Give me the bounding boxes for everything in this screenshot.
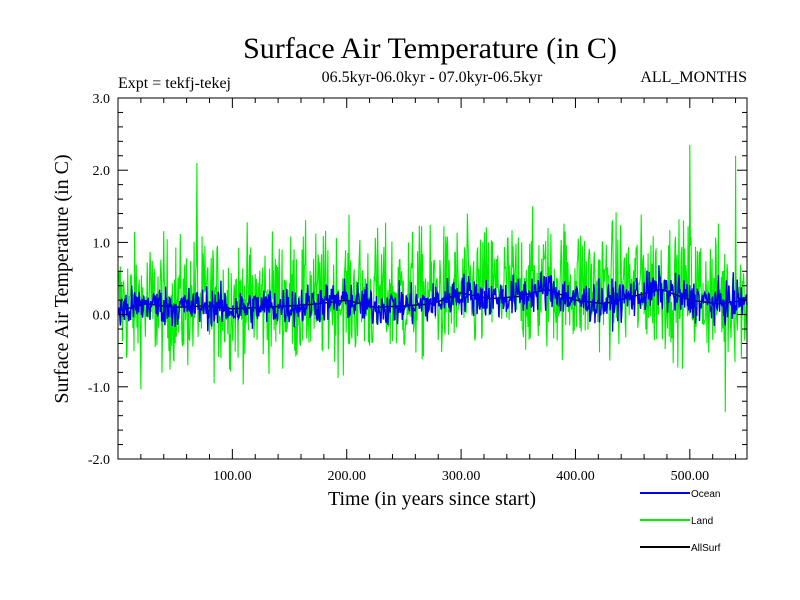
legend-label-land: Land [691,516,713,527]
x-tick-label: 100.00 [213,469,252,484]
y-tick-label: 1.0 [93,236,111,251]
y-tick-label: -2.0 [88,453,110,468]
x-tick-label: 200.00 [327,469,366,484]
y-axis-label: Surface Air Temperature (in C) [51,154,73,403]
legend-label-ocean: Ocean [691,489,720,500]
chart-title: Surface Air Temperature (in C) [243,32,617,65]
x-axis-label: Time (in years since start) [328,488,536,510]
subtitle-periods: 06.5kyr-06.0kyr - 07.0kyr-06.5kyr [322,69,543,86]
x-tick-label: 400.00 [556,469,595,484]
legend: Ocean Land AllSurf [640,489,721,554]
y-axis-ticks: -2.0 -1.0 0.0 1.0 2.0 3.0 [88,92,747,468]
subtitle-months: ALL_MONTHS [640,69,747,86]
x-axis-ticks: 100.00 200.00 300.00 400.00 500.00 [140,98,737,484]
y-tick-label: 3.0 [93,92,111,107]
y-tick-label: 2.0 [93,164,111,179]
x-tick-label: 300.00 [442,469,481,484]
plot-series-group [117,144,748,413]
legend-label-allsurf: AllSurf [691,543,721,554]
plot-frame [117,97,748,460]
x-tick-label: 500.00 [671,469,710,484]
subtitle-expt: Expt = tekfj-tekej [118,75,231,92]
series-line-ocean [117,265,748,332]
y-tick-label: -1.0 [88,381,110,396]
y-tick-label: 0.0 [93,309,111,324]
